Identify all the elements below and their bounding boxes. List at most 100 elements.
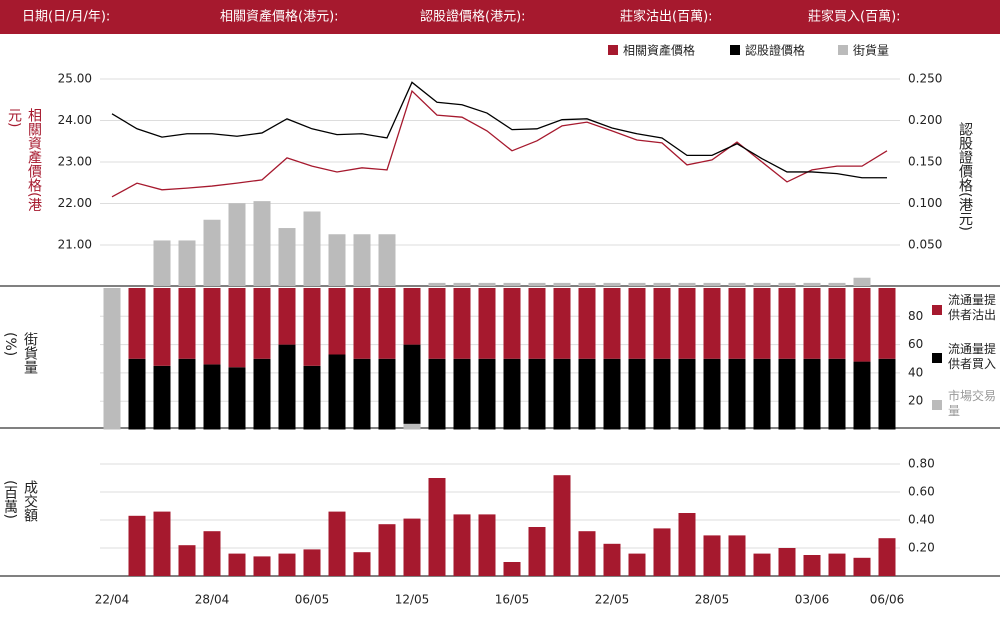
stacked-bar-segment — [728, 288, 746, 359]
stacked-bar-segment — [353, 288, 371, 359]
legend-label: 流通量提供者沽出 — [948, 293, 997, 322]
stacked-bar-segment — [403, 288, 421, 345]
stacked-bar-segment — [153, 288, 171, 366]
y-tick-label: 25.00 — [58, 72, 92, 86]
header-bar — [0, 0, 1000, 34]
x-tick-label: 03/06 — [795, 593, 830, 607]
legend-label: 相關資產價格 — [623, 43, 695, 58]
stacked-bar-segment — [328, 354, 346, 430]
bar — [803, 555, 821, 576]
y-tick-label: 0.80 — [908, 457, 935, 471]
y-tick-label: 22.00 — [58, 196, 92, 210]
x-tick-label: 22/05 — [595, 593, 630, 607]
stacked-bar-segment — [628, 358, 646, 430]
street-volume-bar — [178, 240, 196, 286]
street-volume-bar — [753, 282, 771, 286]
stacked-bar-segment — [303, 288, 321, 366]
y-tick-label: 0.60 — [908, 485, 935, 499]
bar — [178, 545, 196, 576]
y-tick-label: 24.00 — [58, 113, 92, 127]
stacked-bar-segment — [828, 358, 846, 430]
legend-swatch — [838, 45, 848, 55]
y-tick-label: 0.150 — [908, 155, 942, 169]
legend-label: 市場交易量 — [948, 389, 997, 418]
legend-swatch — [932, 305, 942, 315]
y-axis-title: 成交額(百萬) — [2, 480, 38, 522]
y-tick-label: 0.200 — [908, 113, 942, 127]
stacked-bar-segment — [303, 365, 321, 430]
header-label: 相關資產價格(港元): — [220, 9, 339, 25]
street-volume-bar — [603, 282, 621, 286]
legend-swatch — [932, 400, 942, 410]
bar — [378, 524, 396, 576]
bar — [653, 528, 671, 576]
stacked-bar-segment — [428, 358, 446, 430]
stacked-bar-segment — [453, 358, 471, 430]
x-tick-label: 28/04 — [195, 593, 230, 607]
y-tick-label: 0.100 — [908, 196, 942, 210]
street-volume-bar — [253, 201, 271, 286]
y-tick-label: 0.050 — [908, 238, 942, 252]
stacked-bar-segment — [278, 288, 296, 345]
bar — [853, 557, 871, 576]
y-tick-label: 60 — [908, 337, 923, 351]
bar — [478, 514, 496, 576]
stacked-bar-segment — [678, 288, 696, 359]
stacked-bar-segment — [753, 358, 771, 430]
street-volume-bar — [828, 282, 846, 286]
street-volume-bar — [378, 234, 396, 286]
bar — [503, 562, 521, 576]
bar — [278, 553, 296, 576]
y-tick-label: 23.00 — [58, 155, 92, 169]
stacked-bar-segment — [778, 358, 796, 430]
stacked-bar-segment — [203, 364, 221, 430]
stacked-bar-segment — [528, 358, 546, 430]
stacked-bar-segment — [653, 288, 671, 359]
street-volume-bar — [853, 277, 871, 286]
stacked-bar-segment — [228, 288, 246, 368]
bar — [703, 535, 721, 576]
street-volume-bar — [628, 282, 646, 286]
y-tick-label: 40 — [908, 365, 923, 379]
x-tick-label: 06/06 — [870, 593, 905, 607]
stacked-bar-segment — [378, 358, 396, 430]
bar — [128, 515, 146, 576]
street-volume-bar — [278, 228, 296, 286]
street-volume-bar — [353, 234, 371, 286]
bar — [778, 548, 796, 576]
street-volume-bar — [478, 282, 496, 286]
street-volume-bar — [553, 282, 571, 286]
y-axis-title: 街貨量(%) — [2, 332, 38, 374]
stacked-bar-segment — [178, 288, 196, 359]
stacked-bar-segment — [803, 358, 821, 430]
bar — [828, 553, 846, 576]
bar — [878, 538, 896, 576]
y-tick-label: 0.250 — [908, 72, 942, 86]
stacked-bar-segment — [353, 358, 371, 430]
stacked-bar-segment — [778, 288, 796, 359]
stacked-bar-segment — [753, 288, 771, 359]
stacked-bar-segment — [878, 358, 896, 430]
street-volume-bar — [803, 282, 821, 286]
header-label: 日期(日/月/年): — [22, 10, 110, 25]
stacked-bar-segment — [403, 423, 421, 430]
stacked-bar-segment — [853, 288, 871, 362]
street-volume-bar — [328, 234, 346, 286]
street-volume-bar — [778, 282, 796, 286]
stacked-bar-segment — [703, 288, 721, 359]
legend-swatch — [730, 45, 740, 55]
stacked-bar-segment — [253, 288, 271, 359]
stacked-bar-segment — [503, 288, 521, 359]
x-tick-label: 12/05 — [395, 593, 430, 607]
y-tick-label: 0.40 — [908, 513, 935, 527]
bar — [728, 535, 746, 576]
street-volume-bar — [228, 203, 246, 286]
y-tick-label: 21.00 — [58, 238, 92, 252]
stacked-bar-segment — [878, 288, 896, 359]
bar — [678, 513, 696, 576]
bar — [253, 556, 271, 576]
street-volume-bar — [203, 219, 221, 286]
stacked-bar-segment — [828, 288, 846, 359]
